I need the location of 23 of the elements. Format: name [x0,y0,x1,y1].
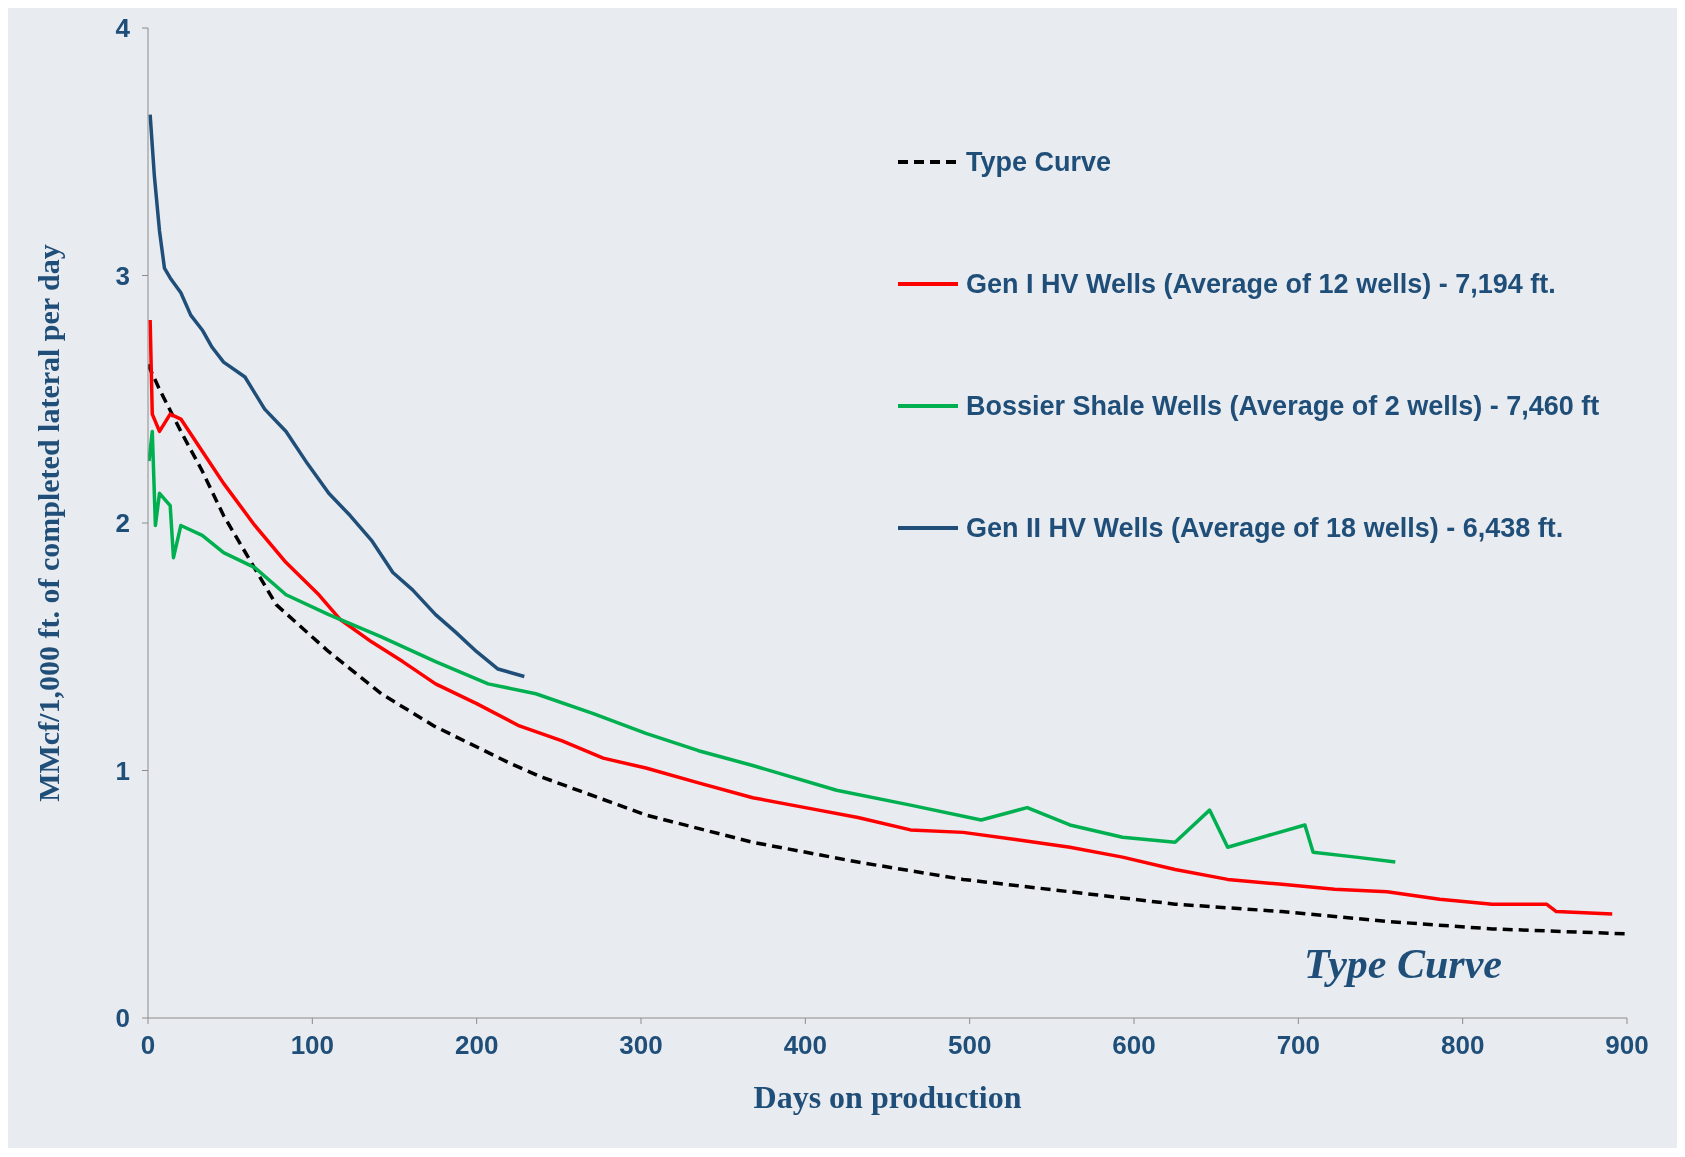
legend-label: Type Curve [966,146,1112,178]
y-tick-label: 2 [115,508,130,539]
y-axis-title: MMcf/1,000 ft. of completed lateral per day [31,244,65,802]
y-tick-label: 4 [115,13,131,44]
legend-label: Bossier Shale Wells (Average of 2 wells) - 7,460 ft [966,390,1600,422]
x-tick-label: 0 [140,1030,156,1061]
x-tick-label: 600 [1112,1030,1156,1061]
x-tick-label: 900 [1605,1030,1649,1061]
x-tick-label: 200 [454,1030,499,1061]
y-tick-label: 0 [115,1003,130,1034]
x-tick-label: 300 [619,1030,663,1061]
legend-label: Gen I HV Wells (Average of 12 wells) - 7,194 ft. [966,268,1556,300]
y-tick-label: 3 [115,260,130,291]
legend-label: Gen II HV Wells (Average of 18 wells) - 6,438 ft. [966,512,1564,544]
x-tick-label: 500 [947,1030,992,1061]
y-tick-label: 1 [115,755,130,786]
annotation: Type Curve [1304,941,1502,987]
line-series [148,112,527,679]
x-tick-label: 800 [1440,1030,1485,1061]
x-tick-label: 400 [783,1030,828,1061]
x-tick-label: 100 [290,1030,335,1061]
x-tick-label: 700 [1276,1030,1321,1061]
x-axis-title: Days on production [753,1079,1022,1115]
